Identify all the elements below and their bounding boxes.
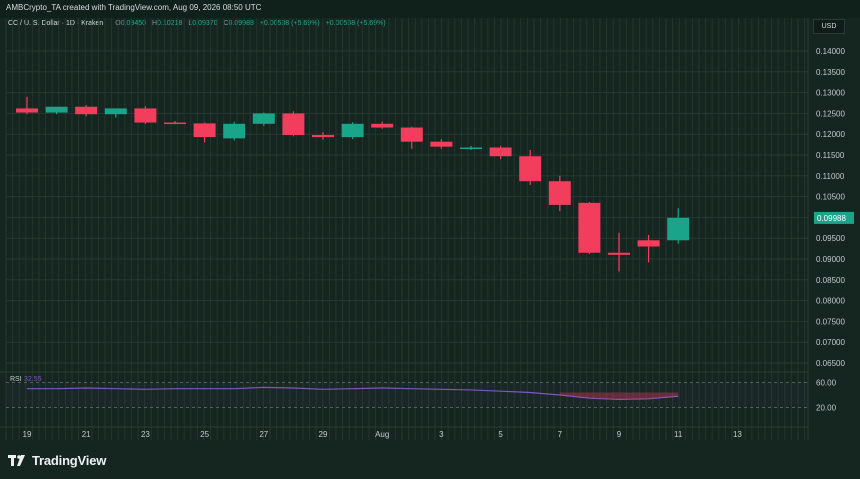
rsi-oversold-fill [559, 392, 679, 400]
candle-body [578, 202, 601, 253]
tradingview-logo-icon [8, 454, 25, 466]
price-tick-label: 0.07000 [816, 338, 845, 347]
time-tick-label: 13 [733, 430, 742, 439]
tradingview-wordmark: TradingView [32, 453, 107, 468]
candle-body [16, 108, 38, 113]
rsi-level-label: 20.00 [816, 404, 837, 413]
candle-body [252, 113, 275, 124]
candle-body [371, 123, 394, 128]
candle-body [104, 108, 127, 115]
candle-body [341, 123, 364, 138]
candle-body [667, 217, 690, 241]
candle-body [489, 147, 512, 157]
price-tick-label: 0.10500 [816, 193, 845, 202]
candle-body [75, 106, 98, 115]
rsi-value: 32.55 [24, 376, 42, 383]
tradingview-logo[interactable]: TradingView [8, 453, 106, 468]
time-tick-label: 25 [200, 430, 209, 439]
candle-body [223, 123, 246, 139]
price-tick-label: 0.07500 [816, 317, 845, 326]
rsi-line [27, 386, 679, 401]
price-tick-label: 0.06500 [816, 359, 845, 368]
rsi-band [6, 382, 808, 408]
price-tick-label: 0.12000 [816, 130, 845, 139]
time-tick-label: Aug [375, 430, 389, 439]
candle-body [193, 123, 216, 138]
price-tick-label: 0.12500 [816, 109, 845, 118]
candle-body [400, 127, 423, 142]
time-tick-label: 9 [617, 430, 622, 439]
price-tick-label: 0.09500 [816, 234, 845, 243]
time-tick-label: 5 [498, 430, 503, 439]
close-value: 0.09988 [228, 20, 254, 27]
rsi-level-label: 60.00 [816, 378, 837, 387]
price-tick-label: 0.08500 [816, 276, 845, 285]
candle-body [637, 240, 660, 247]
time-tick-label: 11 [674, 430, 683, 439]
rsi-pane: 60.00 20.00 RSI 32.55 [0, 371, 837, 413]
time-tick-label: 29 [319, 430, 328, 439]
candle-body [460, 147, 482, 150]
close-label: C [223, 20, 229, 27]
candle-body [608, 252, 630, 255]
symbol-name: CC / U. S. Dollar · 1D · Kraken [8, 20, 104, 27]
candle-body [164, 122, 186, 125]
low-label: L [188, 20, 193, 27]
price-tick-label: 0.14000 [816, 47, 845, 56]
time-tick-label: 7 [558, 430, 563, 439]
time-tick-label: 19 [23, 430, 32, 439]
last-price-label: 0.09988 [817, 214, 846, 223]
candle-body [45, 106, 68, 113]
candle-body [282, 113, 305, 136]
time-tick-label: 27 [259, 430, 268, 439]
time-tick-label: 21 [82, 430, 91, 439]
currency-button[interactable]: USD [813, 19, 845, 34]
high-value: 0.10218 [157, 20, 183, 27]
creator-note: AMBCrypto_TA created with TradingView.co… [6, 3, 262, 12]
candle-body [519, 156, 542, 182]
price-chart[interactable]: 0.14000 0.13500 0.13000 0.12500 0.12000 0.115… [0, 0, 860, 440]
footer [0, 440, 860, 479]
rsi-label: RSI [10, 376, 22, 383]
price-axis: 0.14000 0.13500 0.13000 0.12500 0.12000 0.115… [814, 47, 854, 368]
time-tick-label: 3 [439, 430, 444, 439]
open-value: 0.09450 [120, 20, 147, 27]
price-tick-label: 0.11500 [816, 151, 845, 160]
price-tick-label: 0.09000 [816, 255, 845, 264]
high-label: H [151, 20, 158, 27]
time-tick-label: 23 [141, 430, 150, 439]
candle-body [312, 135, 334, 138]
price-tick-label: 0.13500 [816, 68, 845, 77]
candle-body [134, 108, 157, 123]
low-value: 0.09370 [192, 20, 218, 27]
candle-body [548, 181, 571, 205]
price-tick-label: 0.11000 [816, 172, 845, 181]
candle-body [430, 141, 453, 147]
price-tick-label: 0.13000 [816, 89, 845, 98]
time-axis: 19 21 23 25 27 29 Aug 3 5 7 9 11 13 [0, 426, 808, 439]
price-tick-label: 0.08000 [816, 297, 845, 306]
candlestick-series [16, 96, 690, 272]
last-price-badge [814, 211, 854, 224]
top-bar: AMBCrypto_TA created with TradingView.co… [0, 0, 860, 18]
